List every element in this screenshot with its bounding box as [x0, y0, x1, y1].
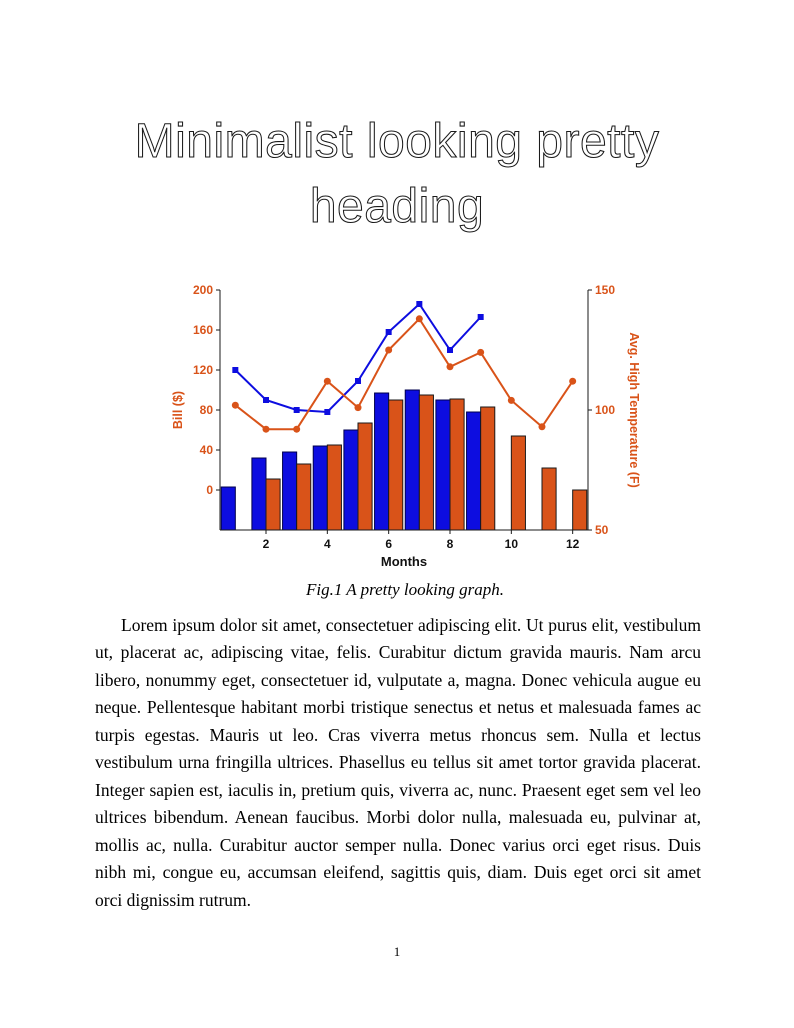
svg-text:80: 80: [200, 403, 214, 417]
svg-text:12: 12: [566, 537, 580, 551]
svg-text:120: 120: [193, 363, 213, 377]
svg-text:100: 100: [595, 403, 615, 417]
svg-text:160: 160: [193, 323, 213, 337]
page-number: 1: [393, 944, 401, 959]
figure-caption: Fig.1 A pretty looking graph.: [305, 580, 504, 599]
page-title: Minimalist looking pretty heading: [134, 114, 660, 233]
svg-text:Bill ($): Bill ($): [171, 391, 185, 429]
svg-text:0: 0: [206, 483, 213, 497]
chart: 0 40 80 120 160 200 50 100 150 2 4 6 8 10 12 Months Bill…: [171, 283, 641, 569]
svg-text:8: 8: [447, 537, 454, 551]
svg-text:150: 150: [595, 283, 615, 297]
svg-text:4: 4: [324, 537, 331, 551]
svg-text:2: 2: [263, 537, 270, 551]
svg-text:50: 50: [595, 523, 609, 537]
svg-text:6: 6: [385, 537, 392, 551]
figure: 0 40 80 120 160 200 50 100 150 2 4 6 8 10 12 Months Bill…: [160, 280, 650, 600]
svg-text:Months: Months: [381, 554, 427, 569]
body-paragraph: Lorem ipsum dolor sit amet, consectetuer…: [95, 615, 701, 910]
svg-text:40: 40: [200, 443, 214, 457]
svg-text:Avg. High Temperature (F): Avg. High Temperature (F): [627, 332, 641, 488]
svg-text:200: 200: [193, 283, 213, 297]
svg-text:10: 10: [505, 537, 519, 551]
